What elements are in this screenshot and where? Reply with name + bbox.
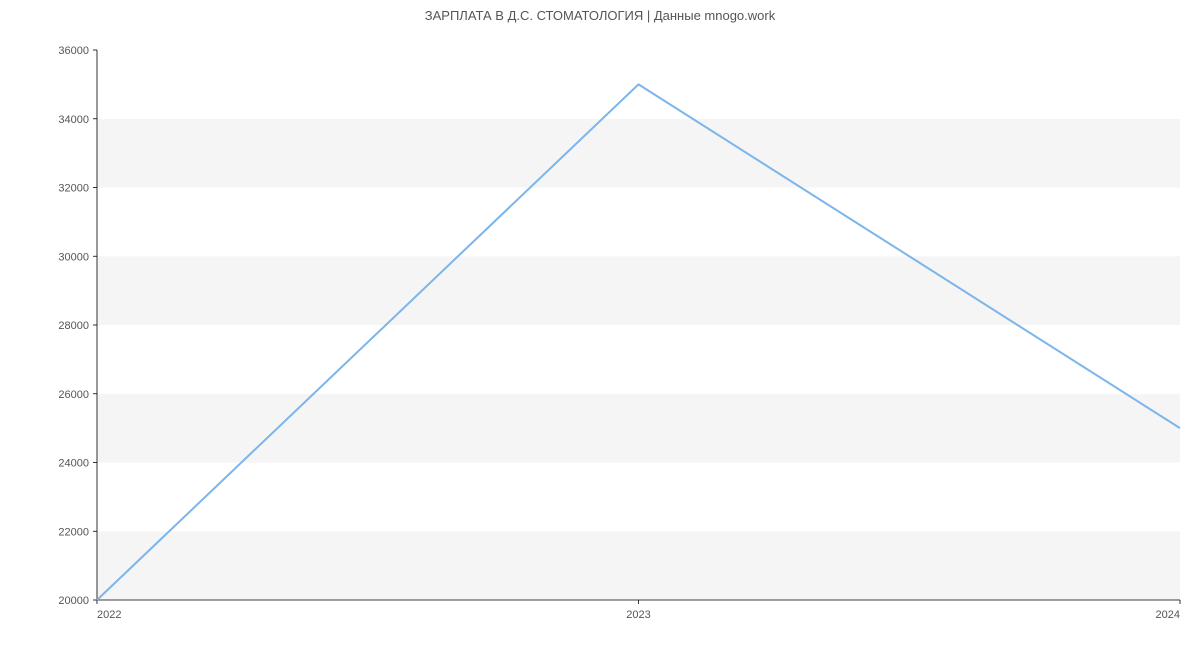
y-tick-label: 22000	[58, 526, 89, 538]
chart-svg: 20000 22000 24000 26000 28000 30000 32000 34000…	[0, 0, 1200, 650]
chart-title: ЗАРПЛАТА В Д.С. СТОМАТОЛОГИЯ | Данные mn…	[0, 8, 1200, 23]
y-tick-label: 30000	[58, 251, 89, 263]
grid-band	[97, 394, 1180, 463]
y-tick-label: 34000	[58, 114, 89, 126]
grid-band	[97, 119, 1180, 188]
x-tick-label: 2023	[626, 609, 650, 621]
grid-band	[97, 463, 1180, 532]
salary-line-chart: ЗАРПЛАТА В Д.С. СТОМАТОЛОГИЯ | Данные mn…	[0, 0, 1200, 650]
y-tick-label: 32000	[58, 183, 89, 195]
y-tick-label: 28000	[58, 320, 89, 332]
x-tick-label: 2024	[1156, 609, 1180, 621]
x-tick-label: 2022	[97, 609, 121, 621]
grid-band	[97, 531, 1180, 600]
y-tick-label: 26000	[58, 389, 89, 401]
grid-band	[97, 256, 1180, 325]
y-tick-label: 36000	[58, 45, 89, 57]
y-tick-label: 24000	[58, 458, 89, 470]
grid-band	[97, 188, 1180, 257]
y-tick-label: 20000	[58, 595, 89, 607]
grid-band	[97, 325, 1180, 394]
